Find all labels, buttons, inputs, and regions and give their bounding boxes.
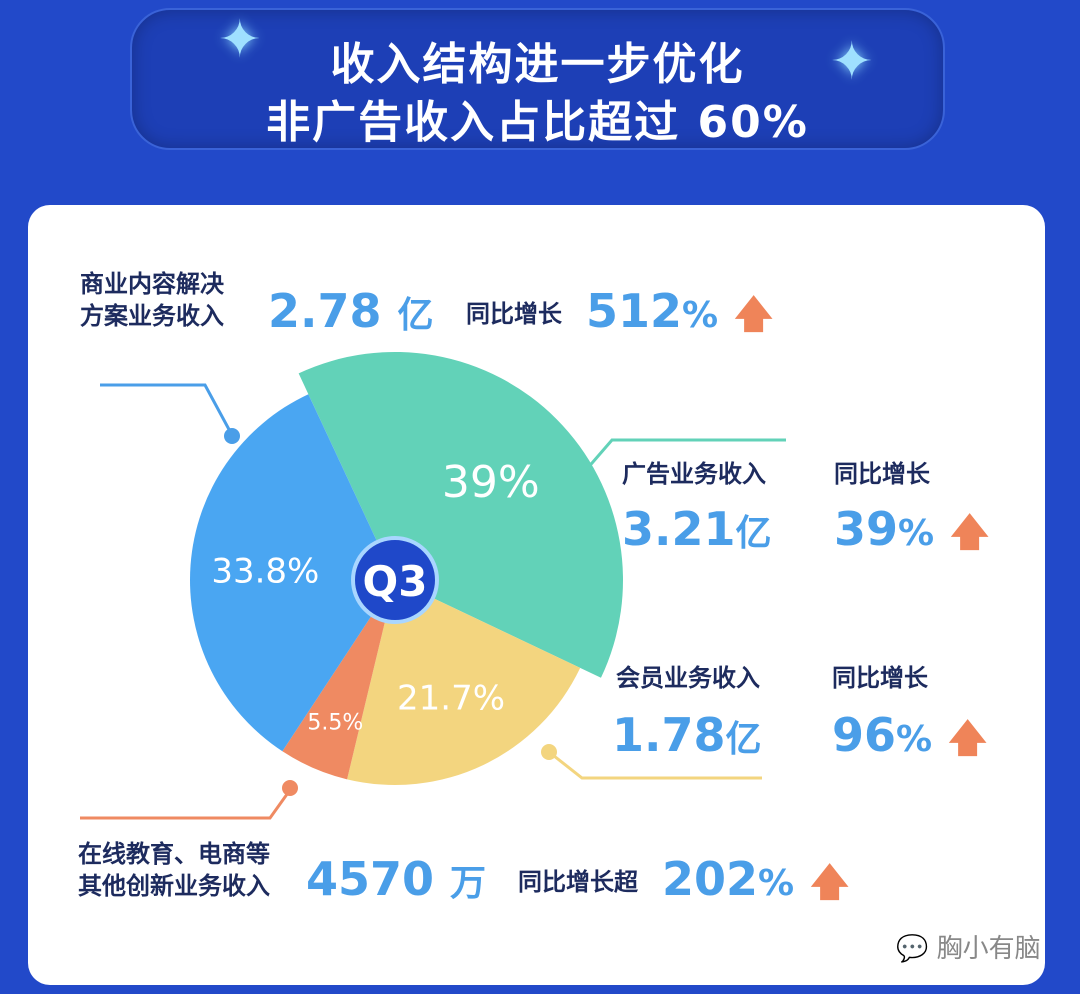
ads-growth: 39% 🡅 [834, 506, 989, 552]
slice-label: 33.8% [211, 552, 319, 592]
pie-slice [298, 352, 624, 678]
pie-slice [190, 394, 395, 752]
pct: % [758, 863, 795, 904]
unit: 亿 [397, 295, 434, 336]
amount-value: 3.21 [622, 502, 736, 556]
pct: % [898, 513, 935, 554]
title-line-1: 收入结构进一步优化 [330, 39, 745, 90]
amount-value: 4570 [306, 852, 435, 906]
member-growth-label: 同比增长 [832, 664, 928, 692]
pct: % [682, 295, 719, 336]
growth-value: 39 [834, 502, 899, 556]
commercial-growth-label: 同比增长 [466, 300, 562, 328]
leader-dot-ads [578, 464, 594, 480]
center-label: Q3 [363, 557, 428, 606]
commercial-label: 商业内容解决 方案业务收入 [80, 268, 224, 332]
arrow-up-icon: 🡅 [950, 510, 990, 554]
leader-line-other [80, 789, 292, 820]
amount-value: 2.78 [268, 284, 382, 338]
leader-line-ads [584, 438, 786, 471]
slice-label: 21.7% [397, 678, 505, 718]
amount-value: 1.78 [612, 708, 726, 762]
growth-value: 512 [586, 284, 683, 338]
arrow-up-icon: 🡅 [810, 860, 850, 904]
pie-slice [347, 580, 581, 785]
commercial-label-line1: 商业内容解决 [80, 270, 224, 298]
member-growth: 96% 🡅 [832, 712, 987, 758]
commercial-growth: 512% 🡅 [586, 288, 773, 334]
other-amount: 4570 万 [306, 856, 486, 902]
member-label: 会员业务收入 [616, 664, 760, 692]
sparkle-icon: ✦ [218, 10, 262, 70]
leader-line-member [548, 750, 762, 780]
sparkle-icon: ✦ [830, 32, 874, 92]
pie-slice [282, 580, 395, 780]
growth-value: 96 [832, 708, 897, 762]
slice-label: 39% [442, 457, 540, 508]
unit: 亿 [735, 513, 772, 554]
ads-label: 广告业务收入 [622, 460, 766, 488]
other-growth-label: 同比增长超 [518, 868, 638, 896]
arrow-up-icon: 🡅 [948, 716, 988, 760]
other-growth: 202% 🡅 [662, 856, 849, 902]
commercial-label-line2: 方案业务收入 [80, 302, 224, 330]
other-label-line1: 在线教育、电商等 [78, 840, 270, 868]
other-label: 在线教育、电商等 其他创新业务收入 [78, 838, 270, 902]
unit: 万 [450, 863, 487, 904]
other-label-line2: 其他创新业务收入 [78, 872, 270, 900]
commercial-amount: 2.78 亿 [268, 288, 434, 334]
leader-dot-member [541, 744, 557, 760]
leader-dot-other [282, 780, 298, 796]
growth-value: 202 [662, 852, 759, 906]
wechat-icon: 💬 [896, 934, 929, 964]
title-line-2: 非广告收入占比超过 60% [266, 97, 809, 148]
member-amount: 1.78亿 [612, 712, 762, 758]
center-badge [351, 536, 439, 624]
watermark-text: 胸小有脑 [936, 934, 1041, 964]
slice-label: 5.5% [307, 711, 363, 736]
title-banner: 收入结构进一步优化 非广告收入占比超过 60% [130, 8, 945, 150]
pct: % [896, 719, 933, 760]
ads-amount: 3.21亿 [622, 506, 772, 552]
leader-dot-commercial [224, 428, 240, 444]
watermark: 💬 胸小有脑 [896, 928, 1041, 965]
unit: 亿 [725, 719, 762, 760]
ads-growth-label: 同比增长 [834, 460, 930, 488]
leader-line-commercial [100, 383, 234, 436]
arrow-up-icon: 🡅 [734, 292, 774, 336]
